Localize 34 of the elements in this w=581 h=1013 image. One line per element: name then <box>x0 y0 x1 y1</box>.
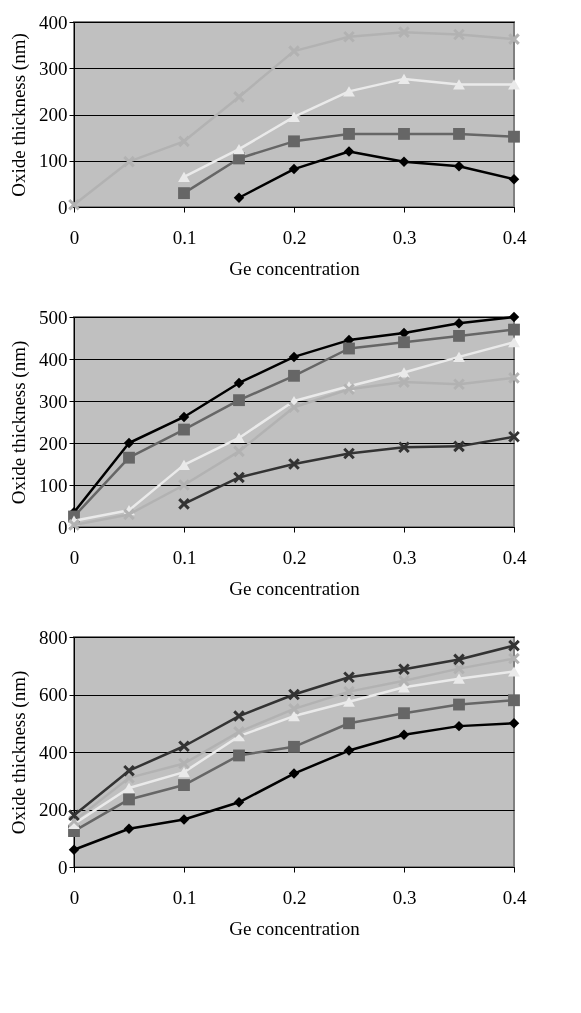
y-tick-label: 200 <box>39 432 68 454</box>
x-tick-label: 0.3 <box>392 226 417 248</box>
y-tick-label: 800 <box>39 626 68 648</box>
y-tick-label: 300 <box>39 390 68 412</box>
x-tick-label: 0.3 <box>392 546 417 568</box>
x-tick-label: 0.4 <box>502 886 527 908</box>
y-tick-label: 600 <box>39 684 68 705</box>
y-tick-label: 400 <box>39 348 68 370</box>
y-axis-title: Oxide thickness (nm) <box>8 33 30 197</box>
x-tick-label: 0.1 <box>172 546 197 568</box>
y-axis-title: Oxide thickness (nm) <box>8 340 30 505</box>
x-axis-title: Ge concentration <box>229 577 361 599</box>
x-tick-label: 0.1 <box>172 886 197 908</box>
x-tick-label: 0.4 <box>502 546 527 568</box>
x-tick-label: 0.2 <box>282 546 307 568</box>
y-axis-title: Oxide thickness (nm) <box>8 670 30 835</box>
y-tick-label: 0 <box>58 516 68 538</box>
y-tick-label: 0 <box>58 856 68 878</box>
y-tick-label: 400 <box>39 741 68 763</box>
y-tick-label: 400 <box>39 11 68 33</box>
y-tick-label: 100 <box>39 150 68 172</box>
x-tick-label: 0.2 <box>282 226 307 248</box>
x-tick-label: 0.4 <box>502 226 527 248</box>
y-tick-label: 200 <box>39 104 68 125</box>
y-tick-label: 200 <box>39 799 68 820</box>
y-tick-label: 0 <box>58 196 68 218</box>
x-tick-label: 0.2 <box>282 886 307 908</box>
x-axis-title: Ge concentration <box>229 257 361 279</box>
x-tick-label: 0.1 <box>172 226 197 248</box>
y-tick-label: 500 <box>39 306 68 328</box>
x-tick-label: 0.3 <box>392 886 417 908</box>
x-axis-title: Ge concentration <box>229 917 361 939</box>
y-tick-label: 100 <box>39 474 68 496</box>
y-tick-label: 300 <box>39 57 68 79</box>
